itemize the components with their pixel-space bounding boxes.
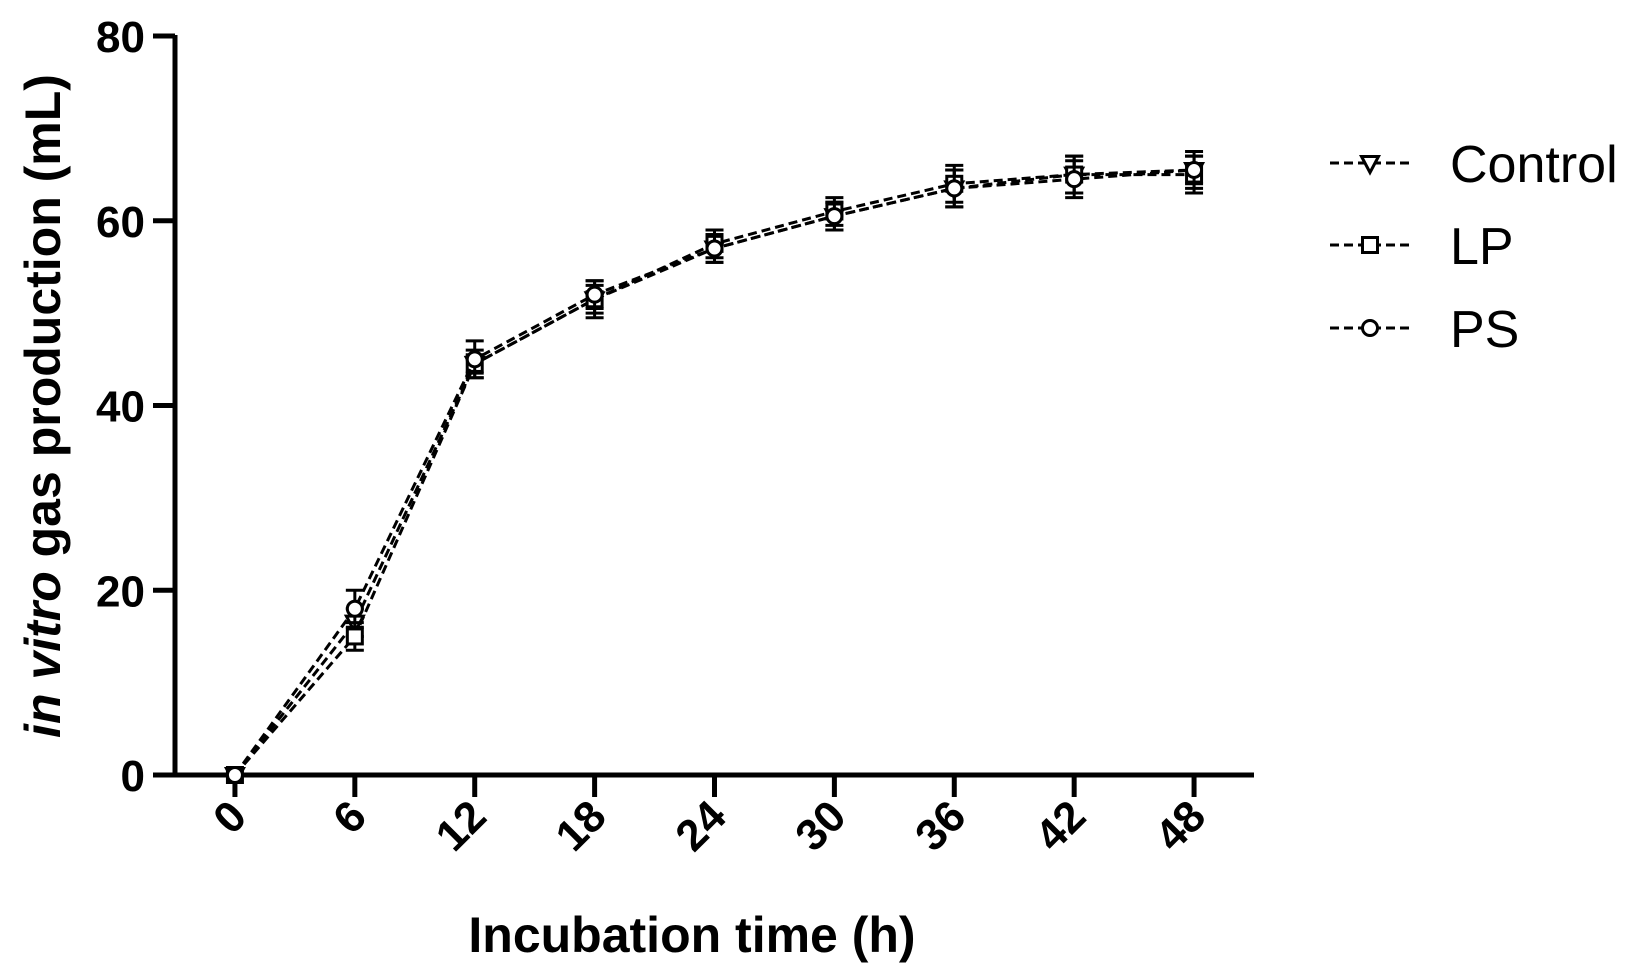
legend-label: Control: [1450, 136, 1618, 194]
y-axis-title: in vitro gas production (mL): [15, 74, 71, 738]
axes: [153, 33, 1254, 797]
x-tick-labels: 0 6 12 18 24 30 36 42 48: [204, 791, 1215, 861]
x-tick-label: 36: [906, 791, 975, 860]
legend: Control LP PS: [1330, 136, 1618, 359]
y-axis-title-rest: gas production (mL): [15, 74, 71, 571]
series-layer: [223, 149, 1206, 788]
y-tick-label: 60: [96, 198, 145, 247]
x-tick-label: 12: [427, 791, 496, 860]
y-tick-labels: 0 20 40 60 80: [96, 13, 145, 801]
series-ps: [225, 149, 1204, 784]
legend-label: LP: [1450, 218, 1514, 276]
data-point: [1185, 160, 1204, 179]
data-point: [225, 766, 244, 784]
data-point: [585, 285, 604, 304]
data-point: [345, 599, 364, 618]
legend-marker: [1361, 319, 1379, 337]
y-tick-label: 20: [96, 567, 145, 616]
x-tick-label: 42: [1026, 791, 1095, 860]
data-point: [345, 627, 364, 646]
x-tick-label: 0: [204, 791, 256, 843]
data-point: [1065, 170, 1084, 189]
legend-item-lp: LP: [1330, 218, 1514, 276]
y-tick-label: 40: [96, 383, 145, 432]
legend-item-control: Control: [1330, 136, 1618, 194]
data-point: [825, 207, 844, 226]
data-point: [705, 239, 724, 258]
x-tick-label: 48: [1146, 791, 1215, 860]
y-tick-label: 80: [96, 13, 145, 62]
x-axis-title: Incubation time (h): [468, 907, 915, 963]
data-point: [465, 350, 484, 369]
x-tick-label: 6: [324, 791, 376, 843]
x-tick-label: 30: [786, 791, 855, 860]
x-tick-label: 18: [546, 791, 615, 860]
legend-marker: [1359, 155, 1381, 176]
legend-label: PS: [1450, 301, 1519, 359]
legend-item-ps: PS: [1330, 301, 1519, 359]
x-tick-label: 24: [666, 791, 736, 861]
series-line: [233, 173, 1195, 776]
data-point: [945, 179, 964, 198]
y-tick-label: 0: [121, 752, 145, 801]
legend-marker: [1361, 236, 1379, 254]
y-axis-title-italic: in vitro: [15, 571, 71, 738]
